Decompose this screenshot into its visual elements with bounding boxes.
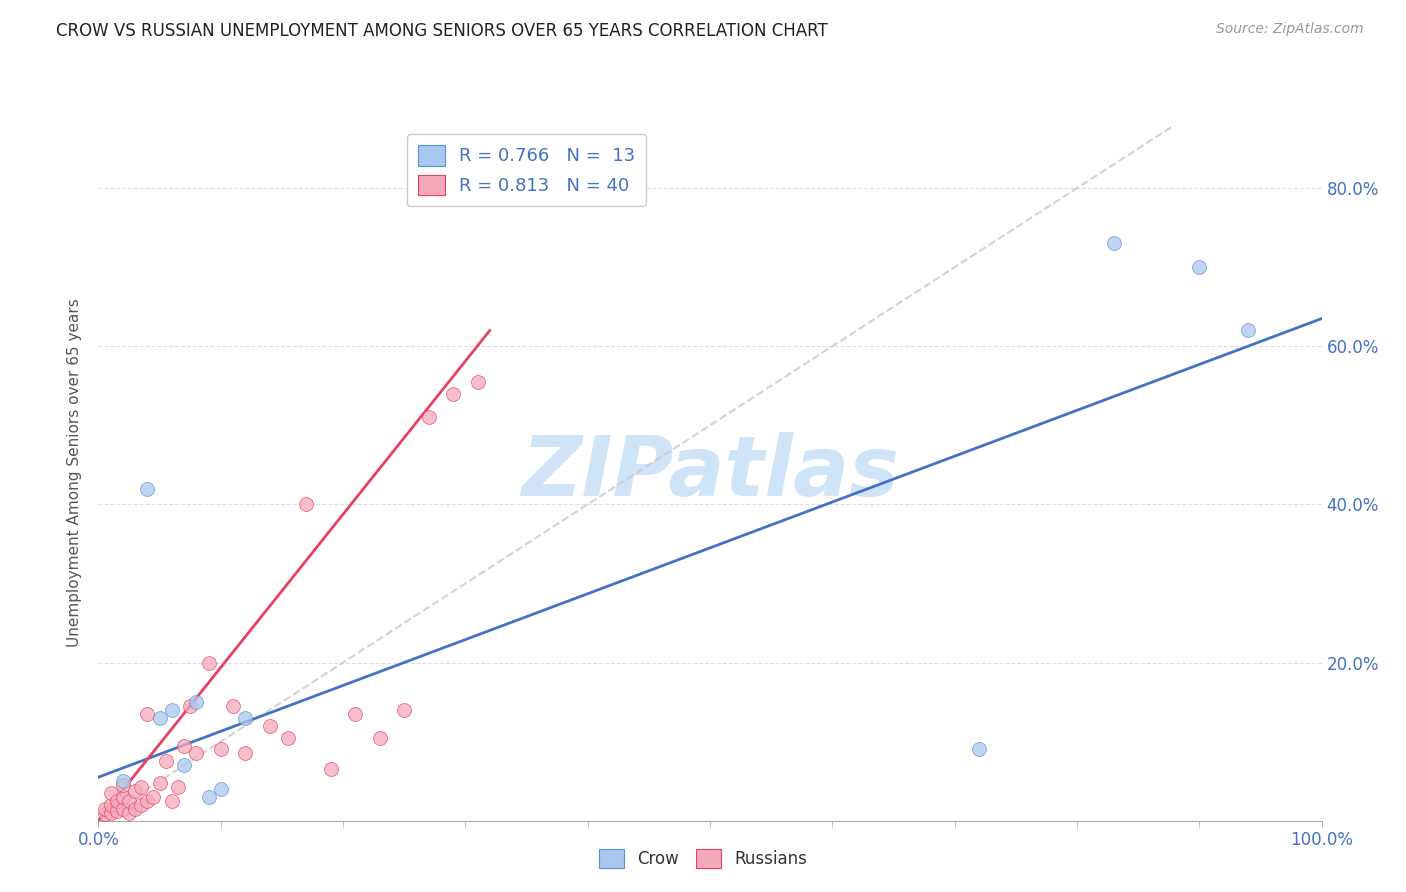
Text: CROW VS RUSSIAN UNEMPLOYMENT AMONG SENIORS OVER 65 YEARS CORRELATION CHART: CROW VS RUSSIAN UNEMPLOYMENT AMONG SENIO… (56, 22, 828, 40)
Point (100, 805, 122, 820)
Text: Source: ZipAtlas.com: Source: ZipAtlas.com (1216, 22, 1364, 37)
Point (160, 794, 183, 808)
Y-axis label: Unemployment Among Seniors over 65 years: Unemployment Among Seniors over 65 years (67, 299, 83, 647)
Point (93, 807, 115, 822)
Point (129, 797, 152, 812)
Point (233, 747, 256, 761)
Point (1188, 260, 1211, 275)
Point (111, 778, 134, 792)
Point (124, 783, 146, 797)
Point (441, 386, 464, 401)
Point (105, 794, 128, 808)
Point (173, 758, 195, 772)
Point (93, 802, 115, 816)
Point (197, 789, 219, 804)
Point (160, 703, 183, 717)
Point (295, 497, 318, 511)
Point (233, 711, 256, 725)
Point (368, 731, 391, 745)
Point (149, 775, 172, 789)
Point (118, 805, 141, 820)
Point (118, 794, 141, 808)
Point (111, 774, 134, 789)
Legend: Crow, Russians: Crow, Russians (592, 842, 814, 875)
Point (136, 794, 159, 808)
Point (1102, 236, 1125, 251)
Point (259, 719, 281, 733)
Point (319, 762, 342, 776)
Point (1237, 323, 1260, 337)
Point (179, 698, 201, 713)
Legend: R = 0.766   N =  13, R = 0.813   N = 40: R = 0.766 N = 13, R = 0.813 N = 40 (406, 134, 647, 206)
Point (149, 711, 172, 725)
Point (967, 742, 990, 756)
Point (136, 482, 159, 496)
Point (100, 797, 122, 812)
Point (100, 786, 122, 800)
Point (344, 706, 367, 721)
Point (129, 780, 152, 795)
Point (105, 804, 128, 818)
Point (186, 747, 208, 761)
Point (111, 789, 134, 804)
Text: ZIPatlas: ZIPatlas (522, 433, 898, 513)
Point (392, 703, 416, 717)
Point (155, 755, 177, 769)
Point (277, 731, 299, 745)
Point (186, 695, 208, 709)
Point (209, 742, 232, 756)
Point (173, 739, 195, 753)
Point (142, 789, 165, 804)
Point (124, 802, 146, 816)
Point (418, 410, 440, 425)
Point (167, 780, 190, 795)
Point (222, 698, 245, 713)
Point (467, 375, 489, 389)
Point (136, 706, 159, 721)
Point (197, 656, 219, 670)
Point (209, 782, 232, 797)
Point (111, 802, 134, 816)
